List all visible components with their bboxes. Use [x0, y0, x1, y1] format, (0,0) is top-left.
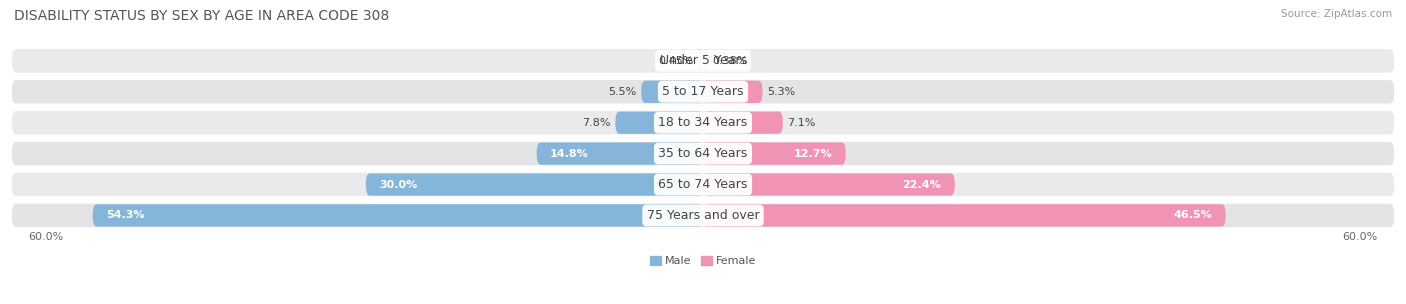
FancyBboxPatch shape [11, 49, 1395, 73]
FancyBboxPatch shape [93, 204, 703, 226]
Text: 18 to 34 Years: 18 to 34 Years [658, 116, 748, 129]
Text: 46.5%: 46.5% [1174, 210, 1212, 220]
Text: Source: ZipAtlas.com: Source: ZipAtlas.com [1281, 9, 1392, 19]
FancyBboxPatch shape [11, 80, 1395, 104]
FancyBboxPatch shape [703, 143, 846, 165]
Text: 14.8%: 14.8% [550, 149, 589, 159]
Text: 30.0%: 30.0% [380, 180, 418, 189]
Text: 75 Years and over: 75 Years and over [647, 209, 759, 222]
FancyBboxPatch shape [703, 173, 955, 196]
Legend: Male, Female: Male, Female [650, 256, 756, 266]
Text: 5 to 17 Years: 5 to 17 Years [662, 85, 744, 98]
Text: 5.5%: 5.5% [609, 87, 637, 97]
FancyBboxPatch shape [616, 112, 703, 134]
FancyBboxPatch shape [703, 112, 783, 134]
Text: 54.3%: 54.3% [107, 210, 145, 220]
FancyBboxPatch shape [366, 173, 703, 196]
Text: 7.1%: 7.1% [787, 118, 815, 128]
Text: DISABILITY STATUS BY SEX BY AGE IN AREA CODE 308: DISABILITY STATUS BY SEX BY AGE IN AREA … [14, 9, 389, 23]
FancyBboxPatch shape [11, 111, 1395, 134]
Text: 22.4%: 22.4% [903, 180, 941, 189]
Text: 0.38%: 0.38% [711, 56, 747, 66]
FancyBboxPatch shape [703, 50, 707, 72]
FancyBboxPatch shape [641, 81, 703, 103]
FancyBboxPatch shape [11, 142, 1395, 165]
Text: 60.0%: 60.0% [1343, 233, 1378, 243]
Text: 0.45%: 0.45% [658, 56, 693, 66]
FancyBboxPatch shape [11, 204, 1395, 227]
Text: 7.8%: 7.8% [582, 118, 610, 128]
FancyBboxPatch shape [703, 81, 762, 103]
FancyBboxPatch shape [537, 143, 703, 165]
FancyBboxPatch shape [703, 204, 1226, 226]
Text: 35 to 64 Years: 35 to 64 Years [658, 147, 748, 160]
FancyBboxPatch shape [697, 50, 703, 72]
Text: 60.0%: 60.0% [28, 233, 63, 243]
Text: 12.7%: 12.7% [793, 149, 832, 159]
Text: 5.3%: 5.3% [768, 87, 796, 97]
Text: Under 5 Years: Under 5 Years [659, 54, 747, 67]
Text: 65 to 74 Years: 65 to 74 Years [658, 178, 748, 191]
FancyBboxPatch shape [11, 173, 1395, 196]
